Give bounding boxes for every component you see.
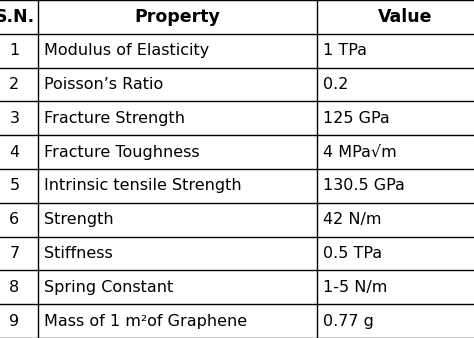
Text: 1 TPa: 1 TPa: [323, 43, 367, 58]
Text: 4: 4: [9, 145, 19, 160]
Text: 0.5 TPa: 0.5 TPa: [323, 246, 382, 261]
Text: Property: Property: [135, 8, 220, 26]
Text: Poisson’s Ratio: Poisson’s Ratio: [44, 77, 164, 92]
Text: Modulus of Elasticity: Modulus of Elasticity: [44, 43, 210, 58]
Text: Mass of 1 m²of Graphene: Mass of 1 m²of Graphene: [44, 314, 247, 329]
Text: 125 GPa: 125 GPa: [323, 111, 390, 126]
Text: Spring Constant: Spring Constant: [44, 280, 173, 295]
Text: 130.5 GPa: 130.5 GPa: [323, 178, 405, 193]
Text: 8: 8: [9, 280, 19, 295]
Text: 7: 7: [9, 246, 19, 261]
Text: 42 N/m: 42 N/m: [323, 212, 382, 227]
Text: 6: 6: [9, 212, 19, 227]
Text: 2: 2: [9, 77, 19, 92]
Text: Fracture Strength: Fracture Strength: [44, 111, 185, 126]
Text: 3: 3: [9, 111, 19, 126]
Text: 0.77 g: 0.77 g: [323, 314, 374, 329]
Text: 1: 1: [9, 43, 19, 58]
Text: Strength: Strength: [44, 212, 114, 227]
Text: Value: Value: [378, 8, 432, 26]
Text: Stiffness: Stiffness: [44, 246, 113, 261]
Text: Fracture Toughness: Fracture Toughness: [44, 145, 200, 160]
Text: 4 MPa√m: 4 MPa√m: [323, 145, 397, 160]
Text: 0.2: 0.2: [323, 77, 348, 92]
Text: 9: 9: [9, 314, 19, 329]
Text: 5: 5: [9, 178, 19, 193]
Text: S.N.: S.N.: [0, 8, 35, 26]
Text: Intrinsic tensile Strength: Intrinsic tensile Strength: [44, 178, 242, 193]
Text: 1-5 N/m: 1-5 N/m: [323, 280, 388, 295]
